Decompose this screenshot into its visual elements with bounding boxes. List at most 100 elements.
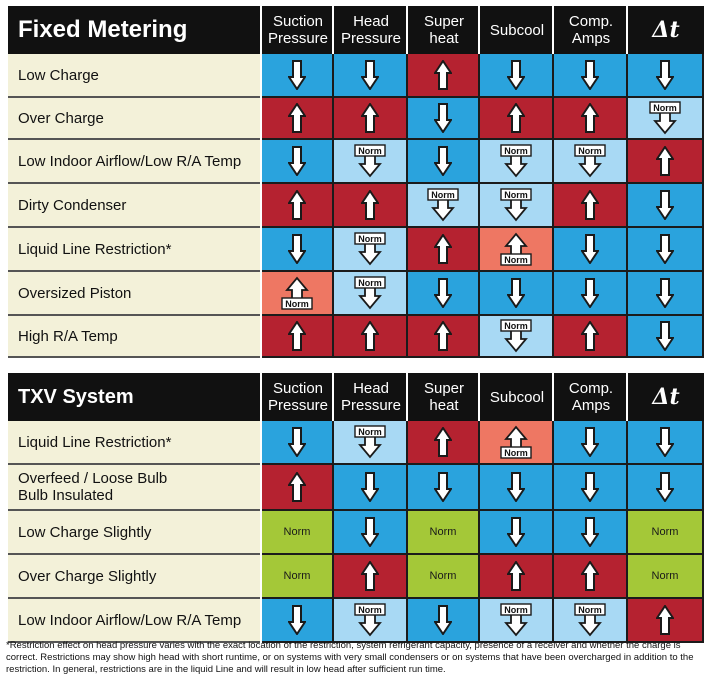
arrow-down-icon [581, 517, 599, 547]
cell-decrease [262, 140, 334, 184]
arrow-down-icon [581, 234, 599, 264]
cell-decrease [628, 54, 704, 98]
cell-decrease [408, 599, 480, 643]
fixed-metering-table: Fixed Metering Suction Pressure Head Press… [8, 6, 704, 360]
cell-normal: Norm [408, 511, 480, 555]
table-row: Over Charge Norm [8, 98, 704, 140]
norm-down-icon: Norm [352, 232, 388, 266]
cell-increase [480, 555, 554, 599]
arrow-down-icon [507, 60, 525, 90]
arrow-down-icon [656, 472, 674, 502]
arrow-down-icon [361, 60, 379, 90]
header-separator [406, 373, 408, 421]
table-header: TXV System Suction Pressure Head Pressure S… [8, 373, 704, 421]
column-header: Head Pressure [340, 13, 402, 47]
arrow-down-icon [656, 427, 674, 457]
norm-down-icon: Norm [498, 319, 534, 353]
cell-increase [334, 184, 408, 228]
column-header: Comp. Amps [568, 13, 614, 47]
cell-increase [262, 316, 334, 358]
cell-normal: Norm [628, 511, 704, 555]
norm-label: Norm [429, 570, 457, 582]
cell-decrease [408, 272, 480, 316]
table-row: Over Charge Slightly Norm Norm Norm [8, 555, 704, 599]
arrow-down-icon [656, 60, 674, 90]
header-separator [260, 6, 262, 54]
cell-decrease [628, 184, 704, 228]
column-header: Subcool [489, 388, 545, 406]
norm-down-icon: Norm [498, 603, 534, 637]
cell-normal-to-increase: Norm [480, 421, 554, 465]
norm-label: Norm [283, 526, 311, 538]
table-row: Liquid Line Restriction* Norm Norm [8, 421, 704, 465]
cell-decrease [334, 511, 408, 555]
cell-decrease [628, 465, 704, 511]
arrow-up-icon [434, 60, 452, 90]
column-header: Δt [628, 373, 704, 421]
section-title: TXV System [18, 385, 134, 408]
arrow-down-icon [434, 472, 452, 502]
arrow-up-icon [581, 561, 599, 591]
norm-label: Norm [504, 605, 528, 615]
cell-increase [480, 98, 554, 140]
cell-decrease [554, 54, 628, 98]
cell-decrease [262, 421, 334, 465]
arrow-down-icon [288, 234, 306, 264]
arrow-down-icon [507, 517, 525, 547]
arrow-down-icon [507, 472, 525, 502]
norm-label: Norm [578, 605, 602, 615]
norm-label: Norm [358, 278, 382, 288]
arrow-up-icon [288, 321, 306, 351]
header-separator [552, 373, 554, 421]
row-label: Low Indoor Airflow/Low R/A Temp [8, 599, 260, 643]
column-header: Δt [628, 6, 704, 54]
header-separator [332, 373, 334, 421]
cell-decrease [554, 421, 628, 465]
cell-normal-to-decrease: Norm [334, 228, 408, 272]
cell-increase [262, 98, 334, 140]
cell-decrease [408, 98, 480, 140]
norm-label: Norm [504, 448, 528, 458]
cell-normal: Norm [262, 555, 334, 599]
norm-down-icon: Norm [647, 101, 683, 135]
norm-label: Norm [504, 190, 528, 200]
cell-decrease [480, 54, 554, 98]
footnote: *Restriction effect on head pressure var… [6, 640, 694, 675]
norm-label: Norm [504, 255, 528, 265]
arrow-down-icon [434, 605, 452, 635]
arrow-up-icon [656, 605, 674, 635]
cell-increase [554, 184, 628, 228]
header-separator [626, 6, 628, 54]
norm-label: Norm [504, 321, 528, 331]
cell-decrease [408, 465, 480, 511]
cell-decrease [628, 316, 704, 358]
cell-increase [262, 465, 334, 511]
arrow-down-icon [581, 472, 599, 502]
column-header: Super heat [423, 13, 465, 47]
cell-decrease [408, 140, 480, 184]
row-label: Low Charge [8, 54, 260, 98]
table-row: Low Indoor Airflow/Low R/A Temp Norm Norm N… [8, 599, 704, 643]
arrow-up-icon [656, 146, 674, 176]
norm-down-icon: Norm [352, 603, 388, 637]
cell-increase [334, 555, 408, 599]
column-header: Head Pressure [340, 380, 402, 414]
arrow-up-icon [361, 190, 379, 220]
header-separator [260, 373, 262, 421]
arrow-up-icon [434, 427, 452, 457]
arrow-down-icon [288, 146, 306, 176]
arrow-down-icon [581, 60, 599, 90]
txv-system-table: TXV System Suction Pressure Head Pressure S… [8, 373, 704, 643]
table-row: Low Charge [8, 54, 704, 98]
cell-decrease [262, 228, 334, 272]
cell-normal-to-decrease: Norm [480, 599, 554, 643]
cell-increase [408, 228, 480, 272]
cell-increase [408, 316, 480, 358]
column-header: Suction Pressure [267, 380, 329, 414]
cell-normal-to-decrease: Norm [554, 599, 628, 643]
arrow-up-icon [581, 103, 599, 133]
arrow-down-icon [434, 146, 452, 176]
norm-down-icon: Norm [352, 144, 388, 178]
norm-label: Norm [651, 526, 679, 538]
row-label: Low Indoor Airflow/Low R/A Temp [8, 140, 260, 184]
